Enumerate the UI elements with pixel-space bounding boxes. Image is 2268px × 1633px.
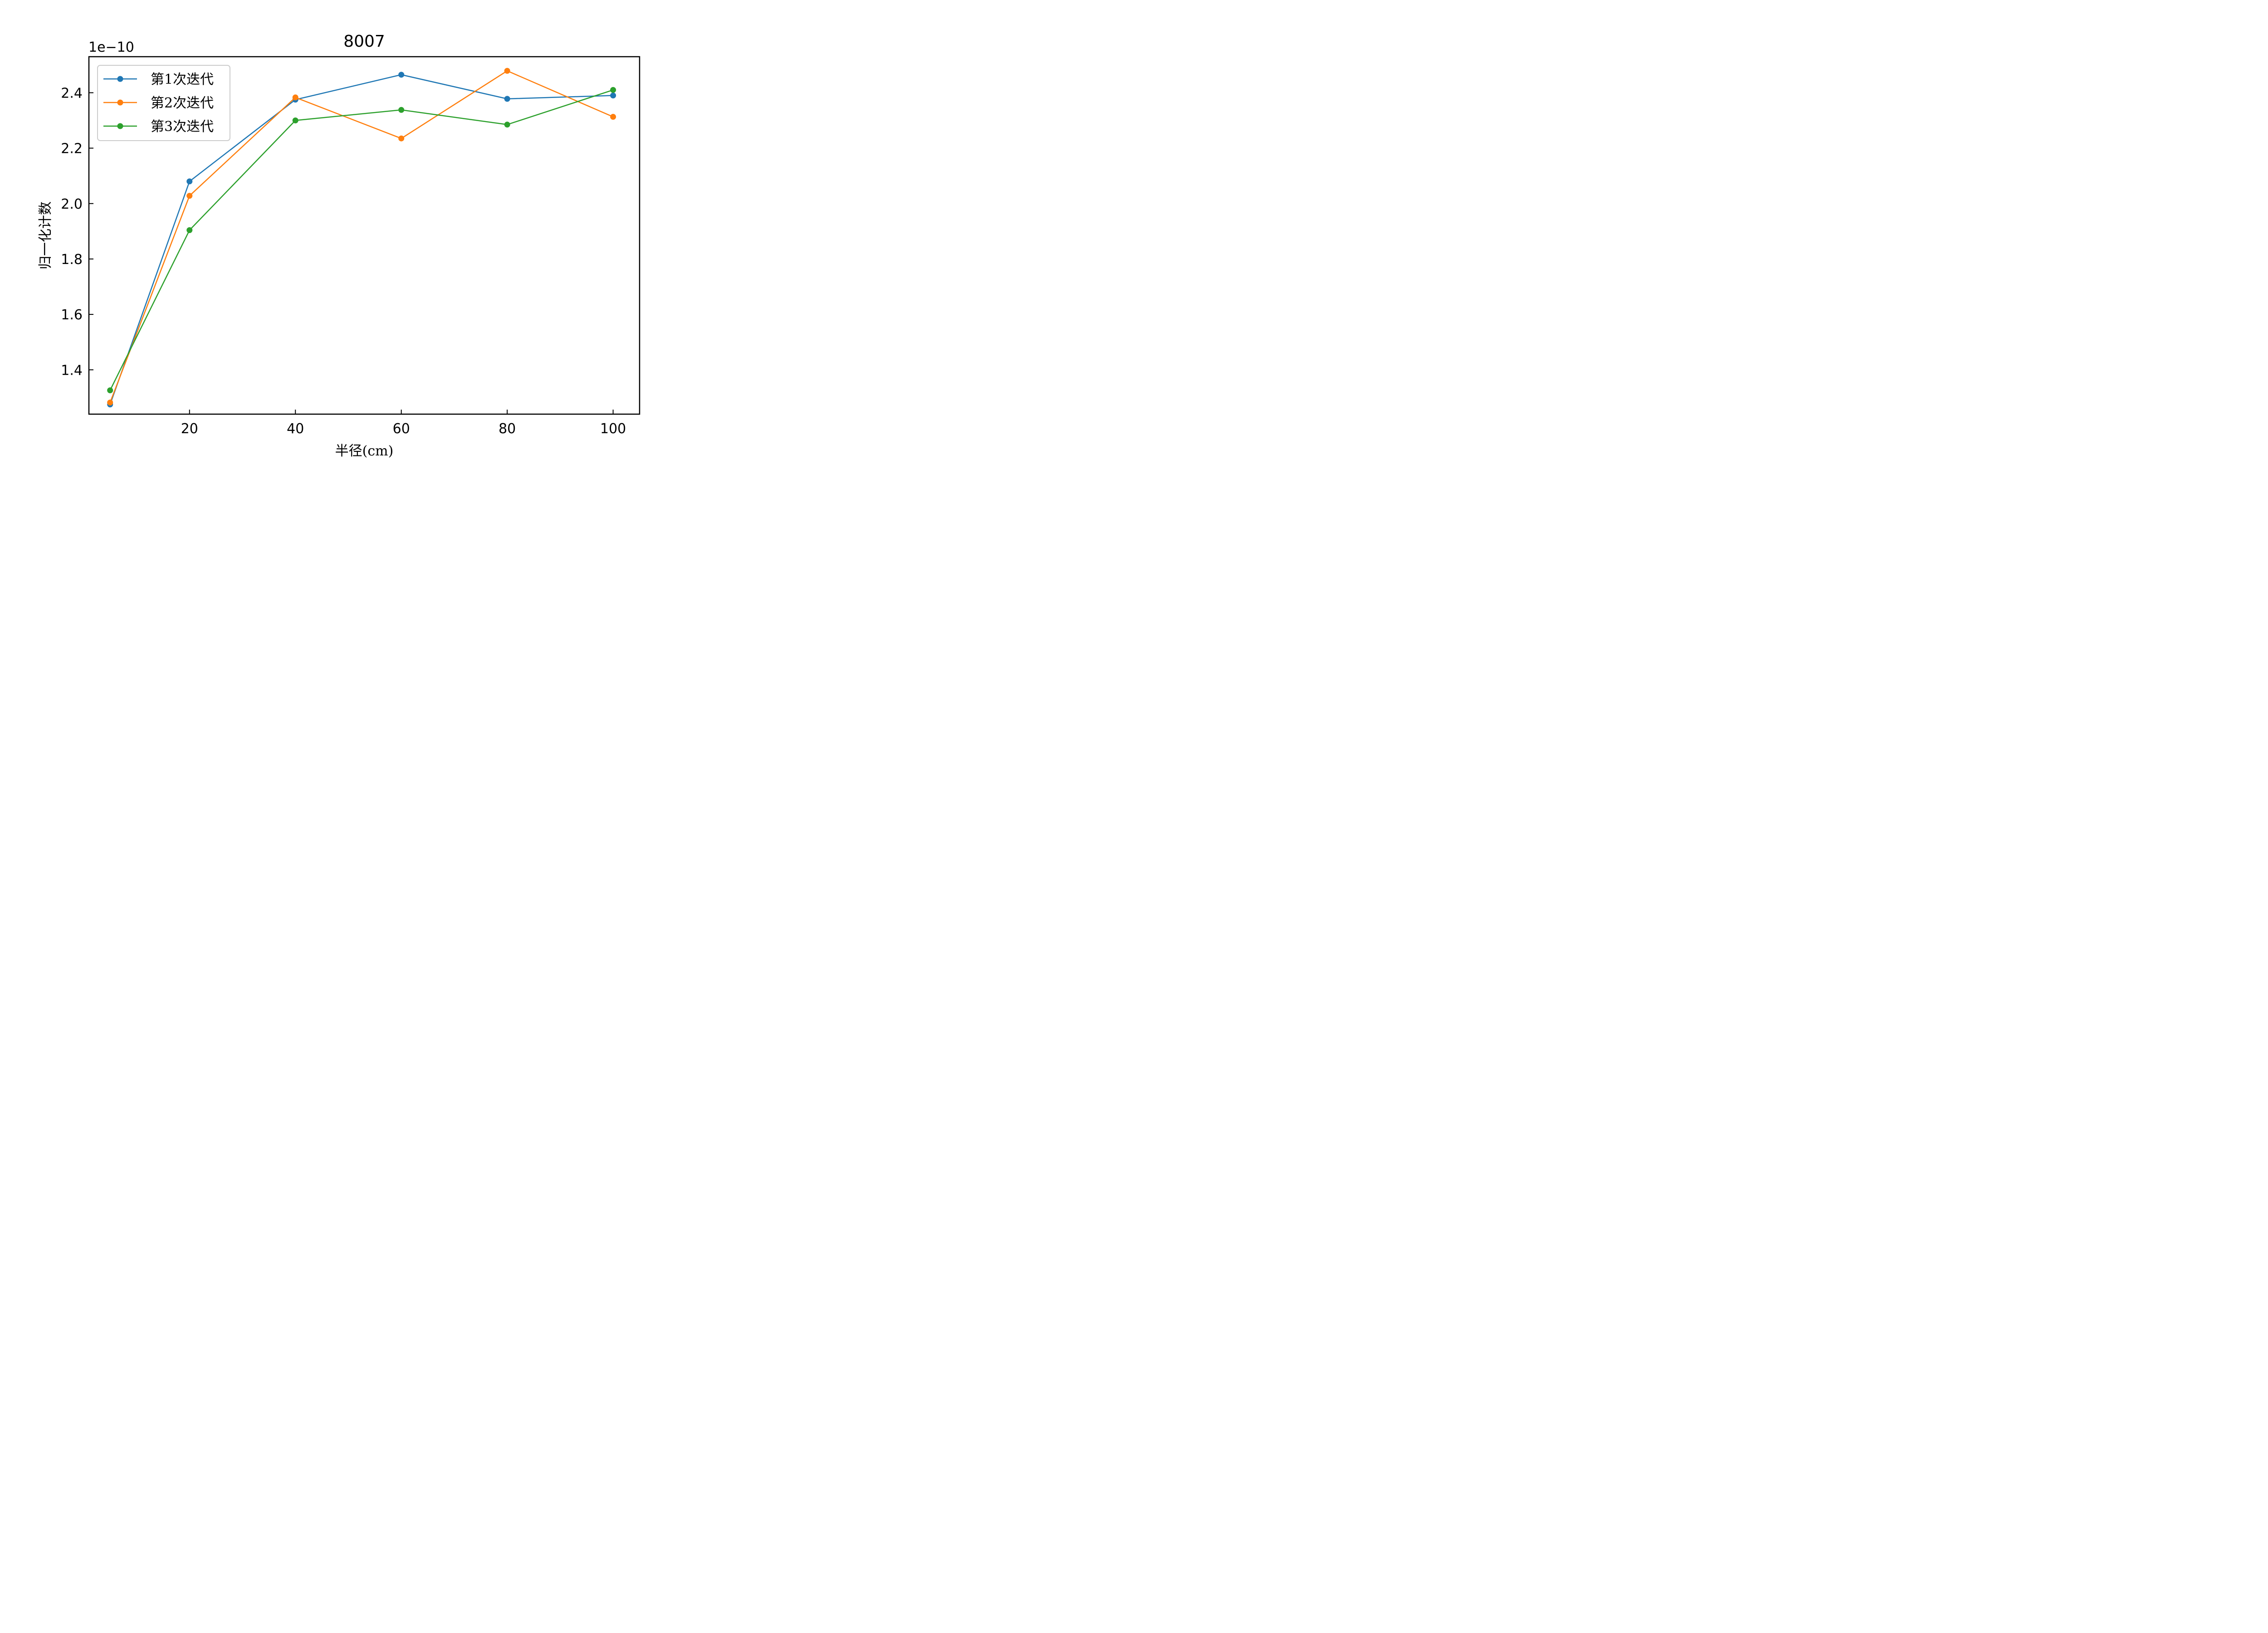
- legend-frame: [97, 65, 230, 141]
- line-chart: 8007 1e−10 20 40 60 80 100 1.4 1.6 1.8 2.0 2.2 2.4…: [38, 32, 640, 459]
- legend-marker-1: [117, 76, 123, 82]
- chart-title: 8007: [343, 32, 385, 51]
- y-tick-label: 1.8: [61, 252, 83, 268]
- data-point-series-1: [186, 178, 193, 185]
- data-point-series-3: [186, 227, 193, 233]
- data-point-series-2: [186, 193, 193, 199]
- y-tick-label: 1.4: [61, 362, 83, 378]
- x-tick-label: 80: [499, 421, 516, 437]
- data-point-series-2: [610, 114, 616, 120]
- data-point-series-3: [504, 122, 510, 128]
- data-point-series-2: [107, 399, 113, 406]
- data-point-series-2: [398, 135, 405, 142]
- y-tick-label: 2.0: [61, 196, 83, 212]
- data-point-series-3: [610, 87, 616, 93]
- y-tick-label: 2.2: [61, 141, 83, 157]
- data-point-series-3: [292, 117, 298, 123]
- data-point-series-2: [504, 68, 510, 74]
- axis-ticks: 20 40 60 80 100 1.4 1.6 1.8 2.0 2.2 2.4: [61, 85, 626, 437]
- data-point-series-1: [610, 93, 616, 99]
- x-tick-label: 20: [181, 421, 198, 437]
- legend-label-1: 第1次迭代: [151, 72, 214, 88]
- series-line-2: [109, 70, 614, 403]
- data-point-series-1: [398, 72, 405, 78]
- series-line-1: [109, 74, 613, 405]
- data-point-series-3: [107, 387, 113, 393]
- y-tick-label: 1.6: [61, 307, 83, 323]
- x-tick-label: 60: [393, 421, 410, 437]
- plot-frame: [88, 56, 640, 415]
- y-tick-label: 2.4: [61, 85, 83, 101]
- series-lines: [107, 68, 616, 408]
- data-point-series-2: [292, 94, 298, 101]
- y-axis-label: 归一化计数: [38, 201, 54, 269]
- y-offset-label: 1e−10: [88, 39, 134, 55]
- series-line-3: [109, 89, 614, 391]
- x-tick-label: 40: [287, 421, 304, 437]
- legend-label-3: 第3次迭代: [151, 119, 214, 135]
- legend-marker-3: [117, 123, 123, 129]
- data-point-series-1: [504, 96, 510, 102]
- legend-marker-2: [117, 99, 123, 106]
- legend-label-2: 第2次迭代: [151, 95, 214, 111]
- x-axis-label: 半径(cm): [335, 443, 394, 459]
- data-point-series-3: [398, 107, 405, 113]
- x-tick-label: 100: [600, 421, 626, 437]
